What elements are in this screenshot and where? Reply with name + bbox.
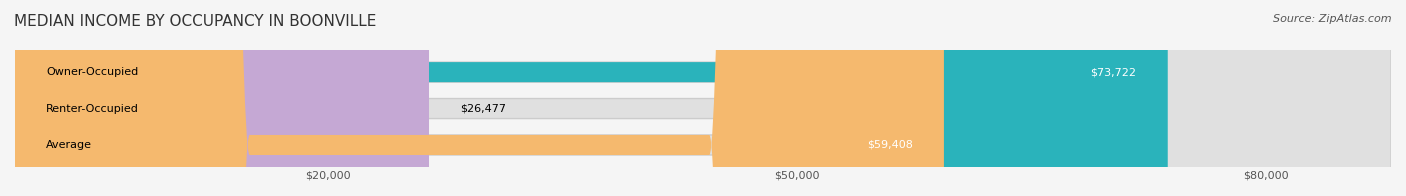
Text: Owner-Occupied: Owner-Occupied	[46, 67, 139, 77]
Text: $59,408: $59,408	[866, 140, 912, 150]
Text: $73,722: $73,722	[1091, 67, 1136, 77]
FancyBboxPatch shape	[15, 0, 429, 196]
FancyBboxPatch shape	[15, 0, 1391, 196]
FancyBboxPatch shape	[15, 0, 1391, 196]
FancyBboxPatch shape	[15, 0, 1391, 196]
Text: Renter-Occupied: Renter-Occupied	[46, 103, 139, 113]
FancyBboxPatch shape	[15, 0, 943, 196]
Text: Average: Average	[46, 140, 93, 150]
Text: Source: ZipAtlas.com: Source: ZipAtlas.com	[1274, 14, 1392, 24]
FancyBboxPatch shape	[15, 0, 1168, 196]
Text: MEDIAN INCOME BY OCCUPANCY IN BOONVILLE: MEDIAN INCOME BY OCCUPANCY IN BOONVILLE	[14, 14, 377, 29]
Text: $26,477: $26,477	[460, 103, 506, 113]
